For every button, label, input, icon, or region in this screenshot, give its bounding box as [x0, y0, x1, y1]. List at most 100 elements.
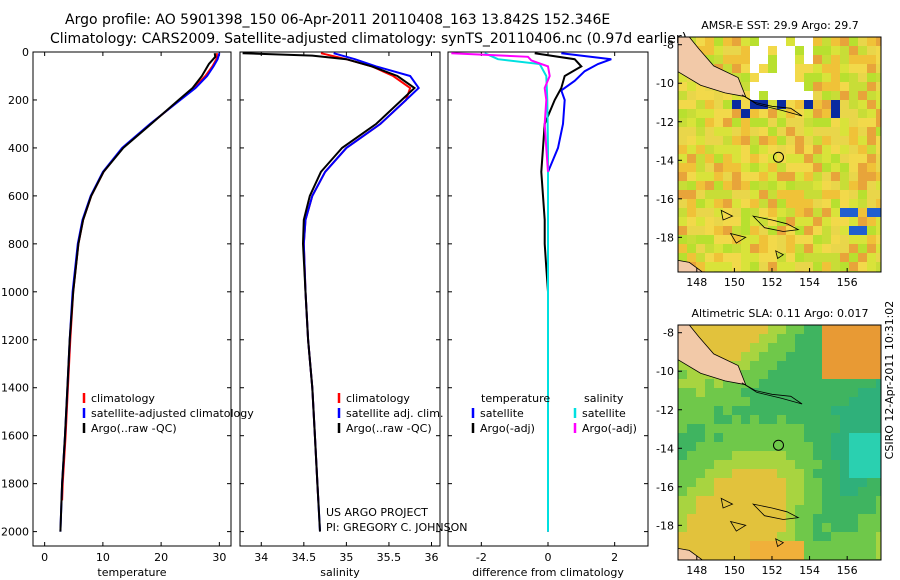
- heatmap-cell: [714, 415, 724, 425]
- heatmap-cell: [750, 505, 760, 515]
- heatmap-cell: [795, 91, 805, 101]
- heatmap-cell: [759, 262, 769, 272]
- heatmap-cell: [831, 127, 841, 137]
- heatmap-cell: [876, 226, 881, 236]
- heatmap-cell: [732, 505, 742, 515]
- heatmap-cell: [867, 460, 877, 470]
- salinity-panel: [239, 51, 441, 547]
- heatmap-cell: [732, 478, 742, 488]
- heatmap-cell: [714, 523, 724, 533]
- heatmap-cell: [723, 460, 733, 470]
- heatmap-cell: [876, 253, 881, 263]
- heatmap-cell: [741, 163, 751, 173]
- heatmap-cell: [804, 343, 814, 353]
- heatmap-cell: [687, 235, 697, 245]
- heatmap-cell: [741, 532, 751, 542]
- heatmap-cell: [777, 334, 787, 344]
- heatmap-cell: [831, 415, 841, 425]
- heatmap-cell: [786, 136, 796, 146]
- heatmap-cell: [768, 253, 778, 263]
- heatmap-cell: [687, 190, 697, 200]
- heatmap-cell: [687, 496, 697, 506]
- heatmap-cell: [849, 172, 859, 182]
- heatmap-cell: [723, 145, 733, 155]
- heatmap-cell: [840, 163, 850, 173]
- heatmap-cell: [804, 46, 814, 56]
- heatmap-cell: [867, 118, 877, 128]
- reef-outline: [720, 209, 734, 221]
- heatmap-cell: [840, 514, 850, 524]
- heatmap-cell: [804, 523, 814, 533]
- x-tick-label: 34: [254, 551, 268, 564]
- heatmap-cell: [768, 451, 778, 461]
- heatmap-cell: [849, 244, 859, 254]
- series-line-argo: [59, 53, 217, 532]
- heatmap-cell: [813, 505, 823, 515]
- heatmap-cell: [732, 415, 742, 425]
- heatmap-cell: [759, 478, 769, 488]
- heatmap-cell: [849, 532, 859, 542]
- heatmap-cell: [678, 451, 688, 461]
- heatmap-cell: [696, 127, 706, 137]
- heatmap-cell: [849, 91, 859, 101]
- heatmap-cell: [714, 55, 724, 65]
- heatmap-cell: [705, 100, 715, 110]
- heatmap-cell: [867, 235, 877, 245]
- heatmap-cell: [732, 460, 742, 470]
- y-tick-label: 600: [8, 190, 29, 203]
- heatmap-cell: [705, 505, 715, 515]
- heatmap-cell: [759, 325, 769, 335]
- heatmap-cell: [849, 379, 859, 389]
- heatmap-cell: [777, 406, 787, 416]
- heatmap-cell: [867, 415, 877, 425]
- heatmap-cell: [795, 325, 805, 335]
- heatmap-cell: [678, 226, 688, 236]
- heatmap-cell: [714, 460, 724, 470]
- heatmap-cell: [795, 361, 805, 371]
- heatmap-cell: [795, 73, 805, 83]
- heatmap-cell: [750, 199, 760, 209]
- heatmap-cell: [768, 460, 778, 470]
- heatmap-cell: [822, 118, 832, 128]
- heatmap-cell: [795, 55, 805, 65]
- heatmap-cell: [687, 163, 697, 173]
- heatmap-cell: [840, 82, 850, 92]
- heatmap-cell: [768, 127, 778, 137]
- heatmap-cell: [831, 406, 841, 416]
- heatmap-cell: [750, 73, 760, 83]
- legend-entry: satellite: [582, 407, 626, 420]
- heatmap-cell: [768, 433, 778, 443]
- heatmap-cell: [741, 253, 751, 263]
- heatmap-cell: [858, 262, 868, 272]
- heatmap-cell: [732, 208, 742, 218]
- map-y-tick-label: -16: [656, 193, 674, 206]
- heatmap-cell: [696, 478, 706, 488]
- heatmap-cell: [759, 397, 769, 407]
- heatmap-cell: [759, 352, 769, 362]
- heatmap-cell: [777, 379, 787, 389]
- map-y-tick-label: -12: [656, 404, 674, 417]
- heatmap-cell: [678, 100, 688, 110]
- heatmap-cell: [714, 154, 724, 164]
- heatmap-cell: [831, 352, 841, 362]
- heatmap-cell: [813, 181, 823, 191]
- heatmap-cell: [795, 451, 805, 461]
- heatmap-cell: [813, 64, 823, 74]
- heatmap-cell: [705, 172, 715, 182]
- heatmap-cell: [732, 487, 742, 497]
- heatmap-cell: [822, 325, 832, 335]
- heatmap-cell: [777, 154, 787, 164]
- heatmap-cell: [705, 118, 715, 128]
- heatmap-cell: [705, 226, 715, 236]
- heatmap-cell: [705, 244, 715, 254]
- heatmap-cell: [795, 370, 805, 380]
- heatmap-cell: [678, 253, 688, 263]
- heatmap-cell: [759, 433, 769, 443]
- heatmap-cell: [750, 190, 760, 200]
- heatmap-cell: [840, 532, 850, 542]
- heatmap-cell: [876, 37, 881, 47]
- heatmap-cell: [714, 514, 724, 524]
- heatmap-cell: [696, 154, 706, 164]
- heatmap-cell: [858, 199, 868, 209]
- heatmap-cell: [678, 523, 688, 533]
